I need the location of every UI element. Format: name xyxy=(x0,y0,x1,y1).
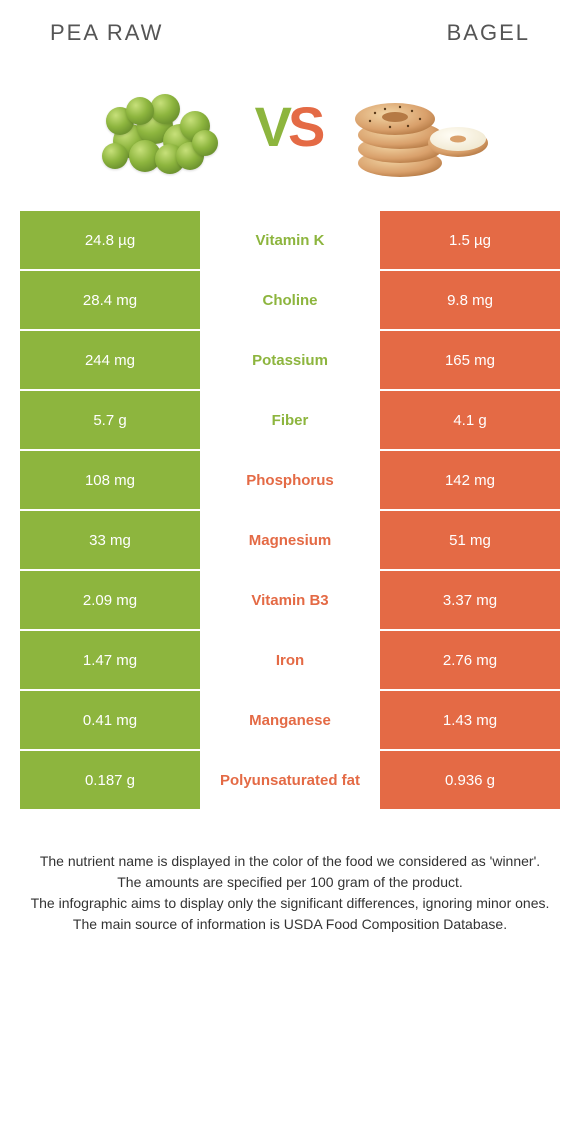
nutrient-label: Vitamin B3 xyxy=(200,571,380,629)
pea-image xyxy=(85,66,245,186)
left-value: 5.7 g xyxy=(20,391,200,449)
footer-line: The nutrient name is displayed in the co… xyxy=(30,851,550,872)
vs-v: V xyxy=(255,94,292,159)
footer-line: The amounts are specified per 100 gram o… xyxy=(30,872,550,893)
nutrient-label: Potassium xyxy=(200,331,380,389)
footer-text: The nutrient name is displayed in the co… xyxy=(20,851,560,935)
table-row: 24.8 µgVitamin K1.5 µg xyxy=(20,211,560,271)
nutrient-label: Polyunsaturated fat xyxy=(200,751,380,809)
left-value: 0.41 mg xyxy=(20,691,200,749)
right-value: 142 mg xyxy=(380,451,560,509)
right-value: 2.76 mg xyxy=(380,631,560,689)
right-value: 4.1 g xyxy=(380,391,560,449)
left-value: 24.8 µg xyxy=(20,211,200,269)
table-row: 2.09 mgVitamin B33.37 mg xyxy=(20,571,560,631)
table-row: 33 mgMagnesium51 mg xyxy=(20,511,560,571)
nutrient-label: Fiber xyxy=(200,391,380,449)
left-value: 28.4 mg xyxy=(20,271,200,329)
table-row: 5.7 gFiber4.1 g xyxy=(20,391,560,451)
vs-label: V S xyxy=(255,94,326,159)
vs-row: V S xyxy=(20,66,560,186)
footer-line: The infographic aims to display only the… xyxy=(30,893,550,914)
title-right: BAGEL xyxy=(447,20,530,46)
title-left: PEA RAW xyxy=(50,20,163,46)
table-row: 0.187 gPolyunsaturated fat0.936 g xyxy=(20,751,560,811)
nutrient-label: Choline xyxy=(200,271,380,329)
comparison-table: 24.8 µgVitamin K1.5 µg28.4 mgCholine9.8 … xyxy=(20,211,560,811)
left-value: 2.09 mg xyxy=(20,571,200,629)
right-value: 1.5 µg xyxy=(380,211,560,269)
right-value: 1.43 mg xyxy=(380,691,560,749)
vs-s: S xyxy=(288,94,325,159)
table-row: 0.41 mgManganese1.43 mg xyxy=(20,691,560,751)
right-value: 51 mg xyxy=(380,511,560,569)
left-value: 1.47 mg xyxy=(20,631,200,689)
left-value: 244 mg xyxy=(20,331,200,389)
nutrient-label: Manganese xyxy=(200,691,380,749)
left-value: 108 mg xyxy=(20,451,200,509)
bagel-image xyxy=(335,66,495,186)
nutrient-label: Iron xyxy=(200,631,380,689)
left-value: 0.187 g xyxy=(20,751,200,809)
table-row: 1.47 mgIron2.76 mg xyxy=(20,631,560,691)
table-row: 28.4 mgCholine9.8 mg xyxy=(20,271,560,331)
right-value: 9.8 mg xyxy=(380,271,560,329)
nutrient-label: Magnesium xyxy=(200,511,380,569)
title-row: PEA RAW BAGEL xyxy=(20,20,560,46)
right-value: 0.936 g xyxy=(380,751,560,809)
footer-line: The main source of information is USDA F… xyxy=(30,914,550,935)
right-value: 3.37 mg xyxy=(380,571,560,629)
table-row: 244 mgPotassium165 mg xyxy=(20,331,560,391)
table-row: 108 mgPhosphorus142 mg xyxy=(20,451,560,511)
nutrient-label: Vitamin K xyxy=(200,211,380,269)
nutrient-label: Phosphorus xyxy=(200,451,380,509)
left-value: 33 mg xyxy=(20,511,200,569)
right-value: 165 mg xyxy=(380,331,560,389)
